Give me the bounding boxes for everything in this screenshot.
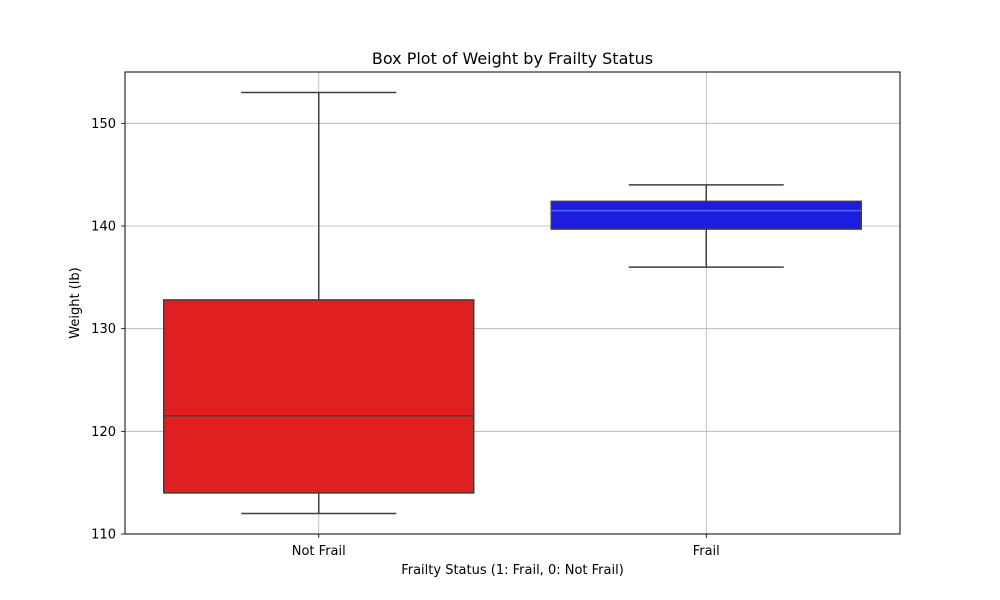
y-axis-label: Weight (lb) [68,267,83,338]
box-iqr [163,299,475,494]
x-tick-label: Frail [693,544,720,559]
y-tick-label: 120 [91,425,116,440]
box-frail [550,184,862,268]
x-tick-label: Not Frail [292,544,346,559]
chart-title: Box Plot of Weight by Frailty Status [372,49,653,68]
x-axis-label: Frailty Status (1: Frail, 0: Not Frail) [401,563,624,578]
y-tick-label: 140 [91,220,116,235]
box-iqr [550,200,862,230]
boxes-layer [163,91,862,515]
box-not-frail [163,91,475,515]
y-tick-label: 130 [91,322,116,337]
y-tick-label: 150 [91,117,116,132]
ticks-layer: 110 120 130 140 150 Not Frail Frail [91,117,720,559]
y-tick-label: 110 [91,528,116,543]
plot-frame [124,71,901,535]
